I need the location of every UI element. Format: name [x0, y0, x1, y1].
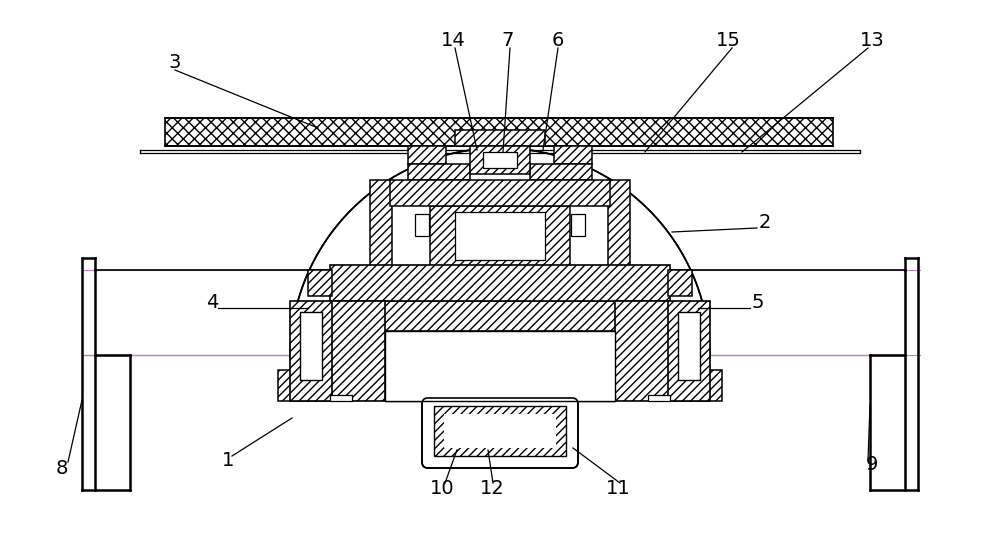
Bar	[385, 331, 615, 401]
FancyBboxPatch shape	[422, 398, 578, 468]
Text: 2: 2	[759, 212, 771, 231]
Text: 12: 12	[480, 478, 504, 497]
Bar	[390, 180, 610, 206]
Text: 6: 6	[552, 30, 564, 49]
Bar	[330, 301, 385, 401]
Text: 7: 7	[502, 30, 514, 49]
Bar	[408, 146, 446, 164]
Text: 8: 8	[56, 458, 68, 477]
Bar	[434, 406, 566, 456]
Bar	[430, 206, 570, 266]
Bar	[648, 395, 670, 401]
Bar	[615, 301, 670, 401]
Bar	[330, 301, 670, 331]
Bar	[571, 214, 585, 236]
Bar	[408, 164, 470, 180]
Bar	[455, 212, 545, 260]
Bar	[330, 265, 670, 301]
Bar	[415, 214, 429, 236]
Bar	[385, 395, 615, 401]
Bar	[330, 395, 352, 401]
Bar	[290, 301, 332, 401]
Bar	[444, 414, 556, 448]
Bar	[668, 370, 722, 401]
Text: 4: 4	[206, 293, 218, 312]
Text: 10: 10	[430, 478, 454, 497]
Bar	[678, 312, 700, 380]
Bar	[370, 180, 392, 266]
Text: 13: 13	[860, 30, 884, 49]
Text: 9: 9	[866, 456, 878, 475]
Bar	[278, 370, 332, 401]
Text: 3: 3	[169, 53, 181, 72]
Bar	[300, 312, 322, 380]
Bar	[668, 301, 710, 401]
Bar	[308, 270, 332, 296]
Text: 5: 5	[752, 293, 764, 312]
Text: 14: 14	[441, 30, 465, 49]
Bar	[608, 180, 630, 266]
Bar	[165, 118, 833, 146]
Bar	[455, 130, 545, 146]
Bar	[668, 270, 692, 296]
Bar	[470, 146, 530, 174]
Text: 15: 15	[716, 30, 740, 49]
Bar	[554, 146, 592, 164]
Bar	[530, 164, 592, 180]
Text: 11: 11	[606, 478, 630, 497]
Bar	[483, 152, 517, 168]
Text: 1: 1	[222, 451, 234, 470]
